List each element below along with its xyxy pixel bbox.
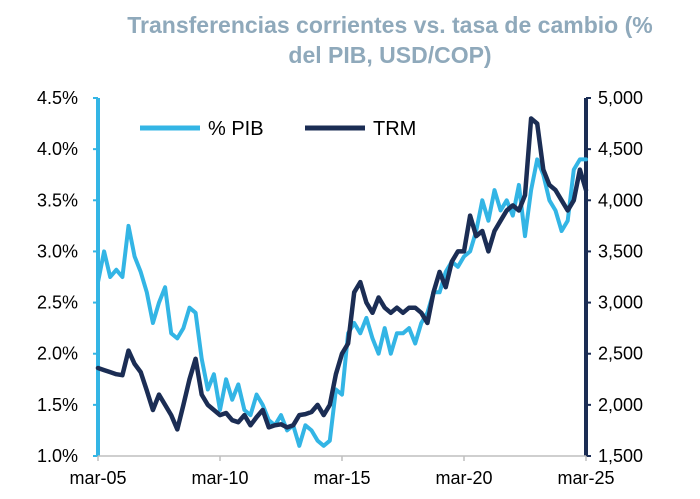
legend-label: TRM (373, 118, 416, 140)
left-axis-tick-label: 3.0% (37, 241, 78, 261)
right-axis-tick-label: 3,500 (598, 241, 643, 261)
x-axis-tick-label: mar-15 (313, 468, 370, 488)
x-axis-tick-label: mar-25 (557, 468, 614, 488)
left-axis-tick-label: 1.5% (37, 395, 78, 415)
right-axis-tick-label: 3,000 (598, 293, 643, 313)
legend-label: % PIB (208, 118, 264, 140)
chart-title: Transferencias corrientes vs. tasa de ca… (110, 10, 670, 70)
chart-legend: % PIB TRM (140, 118, 416, 140)
left-axis-tick-label: 2.0% (37, 344, 78, 364)
right-axis-tick-label: 2,500 (598, 344, 643, 364)
left-axis-tick-label: 4.5% (37, 88, 78, 108)
chart-axes: 1.0% 1.5% 2.0% 2.5% 3.0% 3.5% 4.0% 4.5% 1,500 2,0… (37, 88, 643, 488)
chart-title-main: Transferencias corrientes vs. tasa de ca… (127, 12, 619, 38)
left-axis-tick-label: 1.0% (37, 446, 78, 466)
right-axis-tick-label: 4,000 (598, 190, 643, 210)
right-axis-tick-label: 1,500 (598, 446, 643, 466)
left-axis-tick-label: 4.0% (37, 139, 78, 159)
chart-title-subtitle: (% del PIB, USD/COP) (288, 12, 653, 68)
series-line-trm (95, 116, 589, 432)
right-axis-tick-label: 4,500 (598, 139, 643, 159)
chart-series (95, 116, 589, 448)
series-line-pib (96, 157, 588, 448)
x-axis-tick-label: mar-20 (435, 468, 492, 488)
right-axis-tick-label: 5,000 (598, 88, 643, 108)
x-axis-tick-label: mar-10 (191, 468, 248, 488)
right-axis-tick-label: 2,000 (598, 395, 643, 415)
x-axis-tick-label: mar-05 (69, 468, 126, 488)
left-axis-tick-label: 2.5% (37, 293, 78, 313)
left-axis-tick-label: 3.5% (37, 190, 78, 210)
